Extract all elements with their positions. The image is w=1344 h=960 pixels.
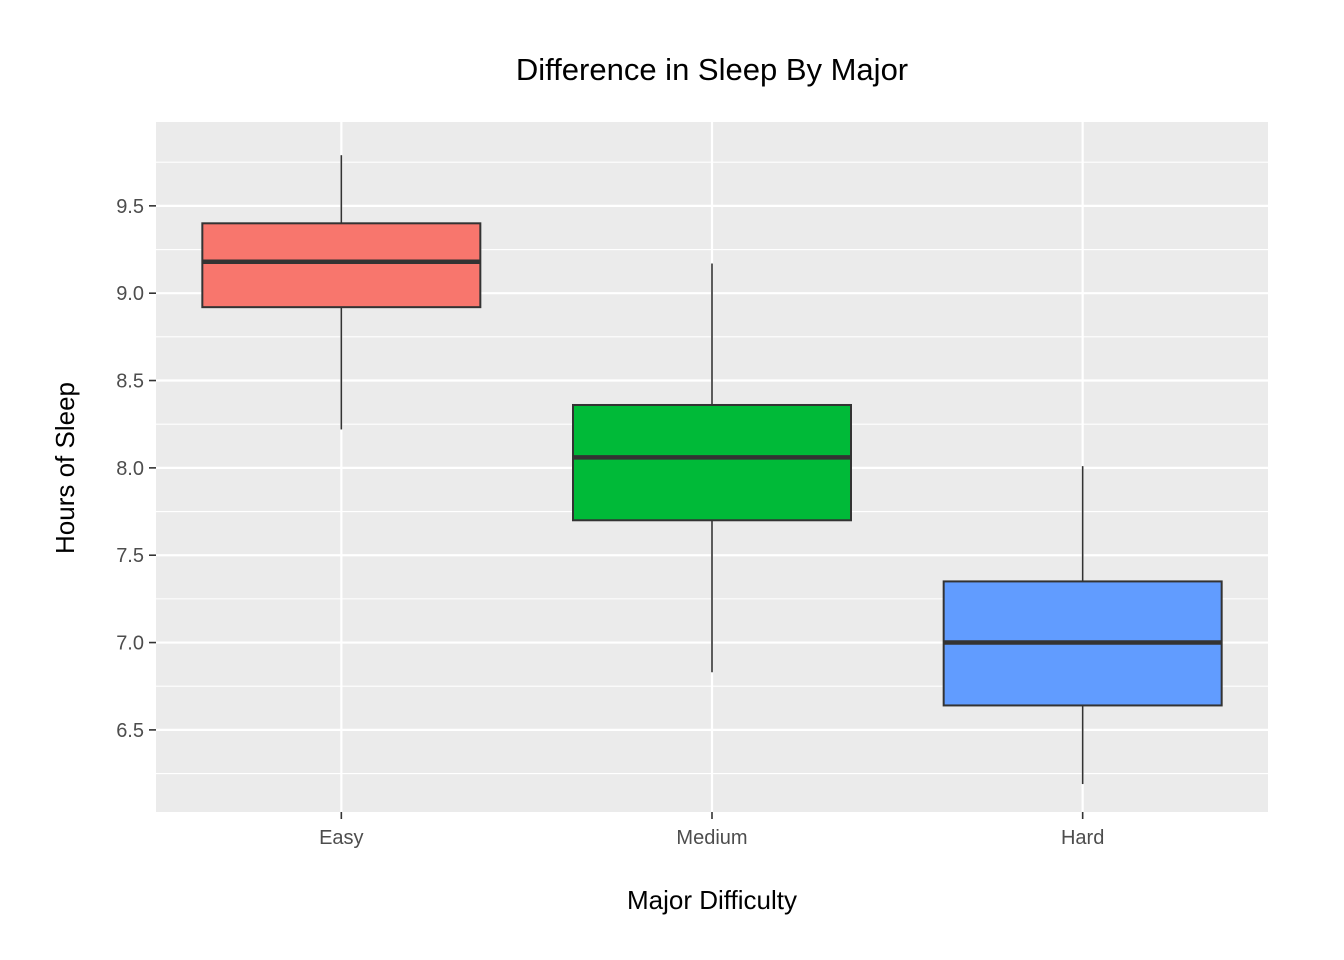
x-axis-title: Major Difficulty bbox=[627, 885, 797, 915]
x-axis-ticks: Easy Medium Hard bbox=[319, 812, 1104, 849]
iqr-box-easy bbox=[201, 222, 482, 309]
y-tick-label: 9.5 bbox=[116, 196, 144, 218]
x-tick-label: Medium bbox=[676, 827, 747, 849]
y-axis-title: Hours of Sleep bbox=[50, 382, 80, 554]
box-easy bbox=[201, 155, 482, 430]
y-tick-label: 7.5 bbox=[116, 545, 144, 567]
y-tick-label: 6.5 bbox=[116, 720, 144, 742]
chart-title: Difference in Sleep By Major bbox=[516, 52, 908, 87]
box-hard bbox=[942, 466, 1223, 785]
iqr-box-medium bbox=[572, 403, 852, 522]
y-tick-label: 9.0 bbox=[116, 283, 144, 305]
y-tick-label: 8.5 bbox=[116, 371, 144, 393]
y-tick-label: 8.0 bbox=[116, 458, 144, 480]
boxes bbox=[201, 155, 1223, 785]
x-tick-label: Hard bbox=[1061, 827, 1104, 849]
y-tick-label: 7.0 bbox=[116, 633, 144, 655]
box-medium bbox=[572, 263, 852, 673]
x-tick-label: Easy bbox=[319, 827, 363, 849]
y-axis-ticks: 6.5 7.0 7.5 8.0 8.5 9.0 9.5 bbox=[116, 196, 156, 742]
